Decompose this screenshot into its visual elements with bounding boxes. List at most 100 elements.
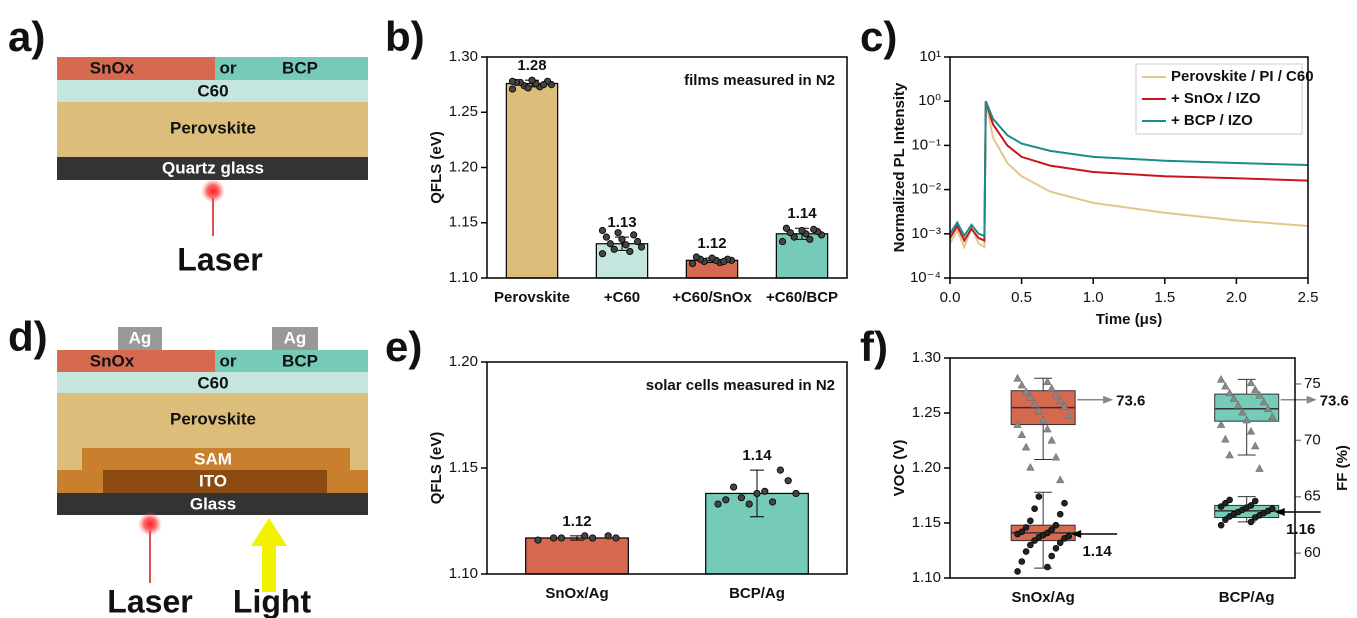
- y-tick-label: 10⁻¹: [911, 136, 941, 153]
- data-point: [1013, 420, 1022, 428]
- data-point: [1217, 503, 1225, 510]
- x-tick-label: BCP/Ag: [1219, 589, 1275, 606]
- data-point: [720, 257, 728, 266]
- y2-tick-label: 65: [1304, 488, 1321, 505]
- value-label: 1.14: [1083, 543, 1113, 560]
- data-point: [806, 235, 814, 243]
- series-line: [949, 101, 1309, 250]
- data-point: [1051, 390, 1061, 399]
- value-label: 1.14: [787, 205, 817, 222]
- value-label: 1.12: [697, 235, 726, 252]
- y-tick-label: 1.25: [912, 404, 941, 421]
- data-point: [550, 534, 558, 542]
- data-point: [1056, 510, 1064, 518]
- layer: [57, 493, 368, 515]
- data-point: [753, 489, 761, 498]
- layer-label: SnOx: [90, 351, 135, 370]
- data-point: [1225, 388, 1234, 397]
- mean-arrow-head: [1103, 395, 1114, 404]
- data-point: [1225, 450, 1234, 459]
- data-point: [692, 253, 701, 261]
- data-point: [622, 241, 630, 249]
- value-label: 1.16: [1286, 521, 1315, 538]
- x-tick-label: 1.5: [1154, 289, 1175, 306]
- data-point: [1255, 464, 1264, 472]
- layer-label: BCP: [282, 351, 318, 370]
- contact: [272, 327, 318, 350]
- data-point: [1021, 387, 1031, 396]
- data-point: [1014, 568, 1021, 575]
- data-point: [1026, 392, 1035, 401]
- x-tick-label: 0.5: [1011, 289, 1032, 306]
- diagram-a: SnOx or BCP C60 Perovskite Quartz glass …: [57, 57, 368, 277]
- data-point: [508, 85, 517, 93]
- legend-label: Perovskite / PI / C60: [1171, 68, 1314, 85]
- data-point: [1052, 521, 1060, 529]
- x-tick-label: BCP/Ag: [729, 585, 785, 602]
- value-label: 1.12: [562, 513, 591, 530]
- data-point: [1247, 502, 1255, 509]
- data-point: [1217, 521, 1225, 529]
- data-point: [1259, 397, 1268, 406]
- data-point: [610, 245, 618, 253]
- layer: [215, 57, 368, 80]
- data-point: [618, 235, 626, 243]
- layer: [57, 157, 368, 180]
- data-point: [626, 247, 634, 256]
- data-point: [1031, 505, 1038, 513]
- data-point: [1064, 411, 1073, 419]
- y-tick-label: 1.20: [449, 353, 478, 370]
- data-point: [1229, 394, 1239, 402]
- layer: [57, 102, 368, 157]
- layer: [57, 350, 215, 372]
- panel-label: e): [385, 323, 422, 370]
- layer-label: C60: [197, 373, 228, 392]
- data-point: [1221, 381, 1230, 390]
- layer-label: or: [220, 58, 237, 77]
- data-point: [630, 231, 638, 239]
- data-point: [604, 532, 612, 540]
- data-point: [782, 224, 791, 232]
- layer: [215, 350, 368, 372]
- data-point: [598, 250, 607, 258]
- layer: [57, 80, 368, 102]
- legend-label: + BCP / IZO: [1171, 112, 1253, 129]
- data-point: [1055, 396, 1065, 405]
- layer-label: ITO: [199, 471, 227, 490]
- x-tick-label: +C60/BCP: [766, 289, 838, 306]
- data-point: [1246, 378, 1256, 387]
- data-point: [1051, 452, 1061, 461]
- y-axis-title: QFLS (eV): [428, 432, 445, 505]
- layer-label: SnOx: [90, 58, 135, 77]
- data-point: [1017, 430, 1027, 438]
- plot-frame: [486, 361, 848, 575]
- y-tick-label: 10⁰: [918, 92, 941, 109]
- data-point: [633, 237, 642, 246]
- data-point: [612, 534, 620, 542]
- plot-frame: [949, 357, 1296, 579]
- data-point: [1233, 400, 1243, 409]
- data-point: [1055, 475, 1065, 484]
- plot-frame: [949, 56, 1309, 279]
- data-point: [1222, 499, 1229, 507]
- value-label: 73.6: [1320, 393, 1349, 410]
- data-point: [1048, 552, 1055, 560]
- x-tick-label: 0.0: [940, 289, 961, 306]
- x-tick-label: +C60/SnOx: [672, 289, 752, 306]
- data-point: [1263, 404, 1273, 413]
- data-point: [1043, 424, 1052, 433]
- y2-tick-label: 60: [1304, 544, 1321, 561]
- data-point: [1027, 517, 1034, 525]
- y-tick-label: 1.10: [449, 565, 478, 582]
- data-point: [1047, 383, 1056, 392]
- data-point: [722, 496, 730, 504]
- y-axis-title: VOC (V): [891, 440, 908, 497]
- data-point: [540, 81, 548, 89]
- y-tick-label: 10⁻⁴: [910, 269, 941, 286]
- layer-label: Glass: [190, 494, 236, 513]
- data-point: [1018, 528, 1026, 536]
- bar: [525, 537, 629, 575]
- panel-label: d): [8, 313, 48, 360]
- y2-axis-title: FF (%): [1334, 445, 1351, 491]
